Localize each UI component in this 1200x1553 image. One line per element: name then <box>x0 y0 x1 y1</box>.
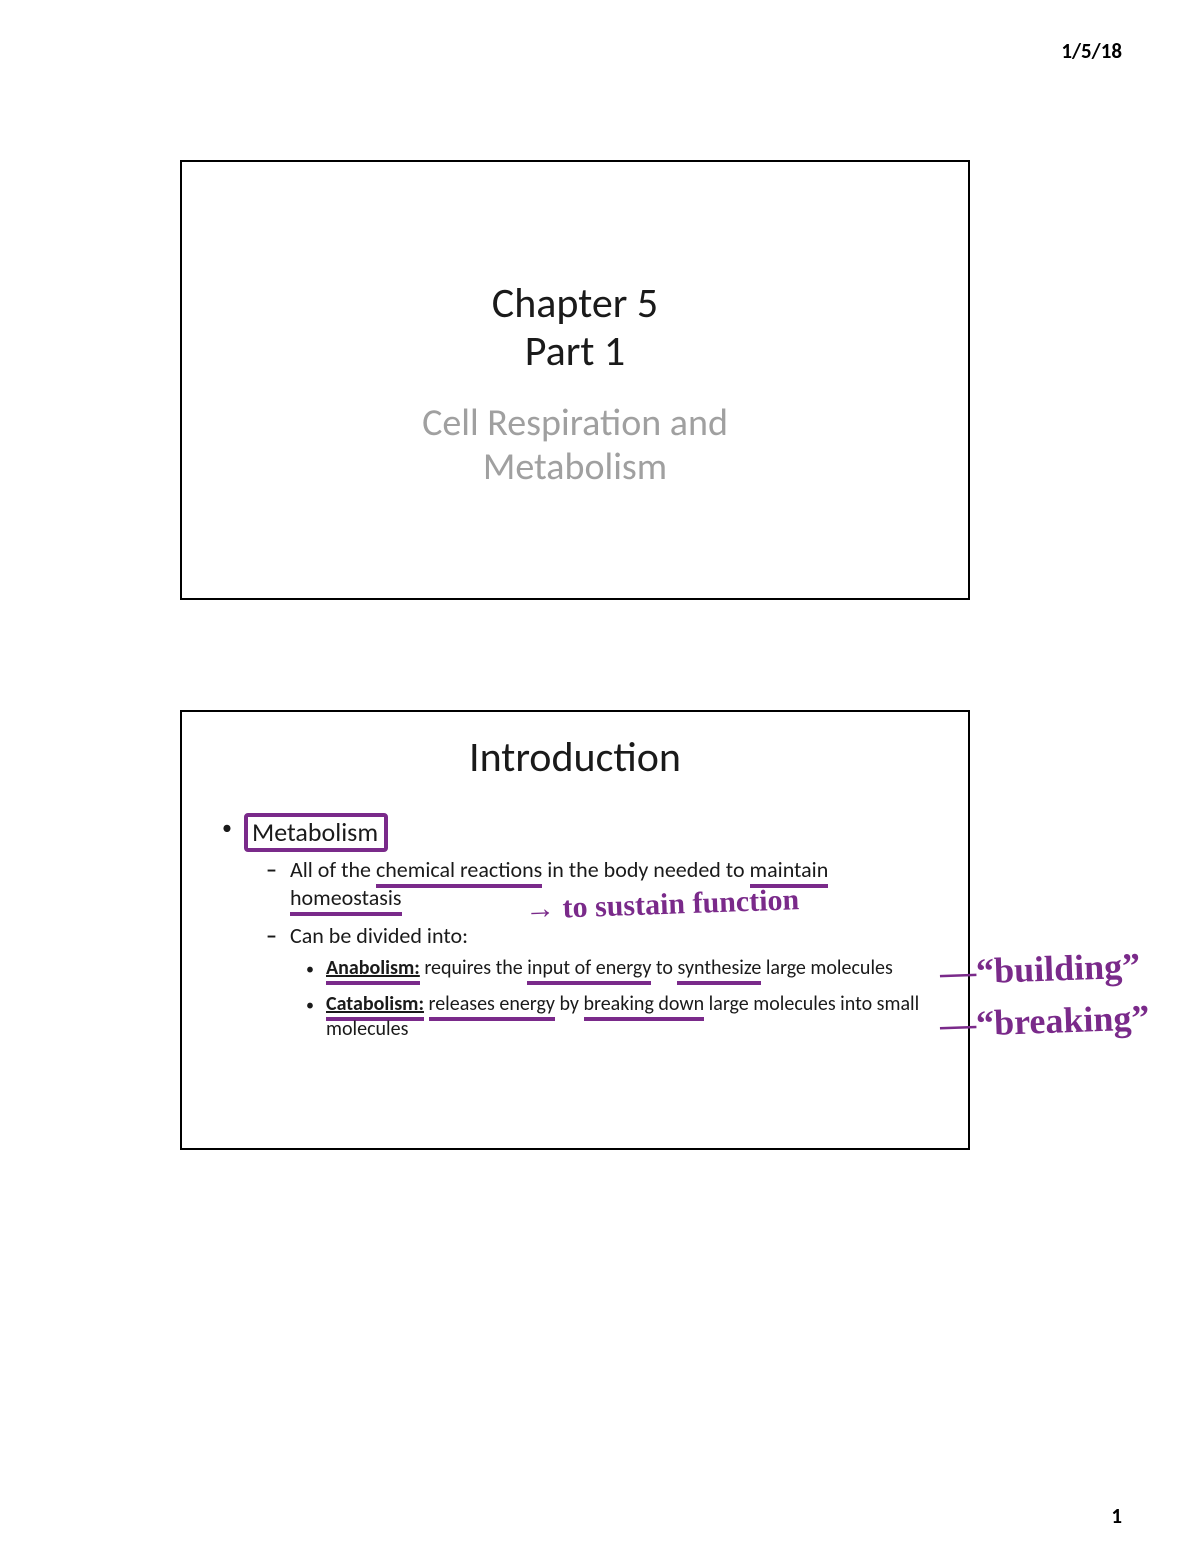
anab-mid: to <box>651 956 677 980</box>
anab-post: large molecules <box>761 956 893 980</box>
bullet-divided: – Can be divided into: <box>222 922 938 950</box>
bullet-dot: • <box>306 956 326 982</box>
bullet-catabolism: • Catabolism: releases energy by breakin… <box>222 992 938 1043</box>
slide1-subtitle: Cell Respiration and Metabolism <box>182 401 968 491</box>
bullet-anabolism: • Anabolism: requires the input of energ… <box>222 956 938 982</box>
catabolism-text: Catabolism: releases energy by breaking … <box>326 992 938 1043</box>
anab-u1: input of energy <box>527 956 651 985</box>
catab-pre <box>424 992 429 1016</box>
slide1-sub-line1: Cell Respiration and <box>182 401 968 446</box>
bullet-dash: – <box>266 922 290 950</box>
def-pre: All of the <box>290 856 376 883</box>
anabolism-text: Anabolism: requires the input of energy … <box>326 956 938 982</box>
slide2-body: • Metabolism – All of the chemical react… <box>182 813 968 1043</box>
divided-text: Can be divided into: <box>290 922 938 950</box>
anab-pre: requires the <box>420 956 527 980</box>
slide1-title-line2: Part 1 <box>182 328 968 376</box>
catab-u2: breaking down <box>584 992 705 1021</box>
bullet-metabolism: • Metabolism <box>222 813 938 852</box>
slide1-title: Chapter 5 Part 1 <box>182 280 968 377</box>
slide1-sub-line2: Metabolism <box>182 445 968 490</box>
annotation-breaking: —“breaking” <box>939 996 1150 1045</box>
slide2-title: Introduction <box>182 732 968 783</box>
metabolism-label-boxed: Metabolism <box>244 813 388 852</box>
def-mid: in the body needed to <box>542 856 749 883</box>
anab-label: Anabolism: <box>326 956 420 985</box>
anab-u2: synthesize <box>677 956 761 985</box>
bullet-dash: – <box>266 856 290 912</box>
page-date-header: 1/5/18 <box>1061 38 1122 64</box>
def-u1: chemical reactions <box>376 856 542 888</box>
catab-u1: releases energy <box>429 992 555 1021</box>
slide1-title-line1: Chapter 5 <box>182 280 968 328</box>
annotation-building: —“building” <box>939 945 1140 994</box>
catab-mid: by <box>555 992 584 1016</box>
bullet-dot: • <box>222 813 244 852</box>
metabolism-label-wrap: Metabolism <box>244 813 938 852</box>
slide-1: Chapter 5 Part 1 Cell Respiration and Me… <box>180 160 970 600</box>
page-number-footer: 1 <box>1111 1503 1122 1529</box>
slide-2: Introduction • Metabolism – All of the c… <box>180 710 970 1150</box>
bullet-dot: • <box>306 992 326 1043</box>
